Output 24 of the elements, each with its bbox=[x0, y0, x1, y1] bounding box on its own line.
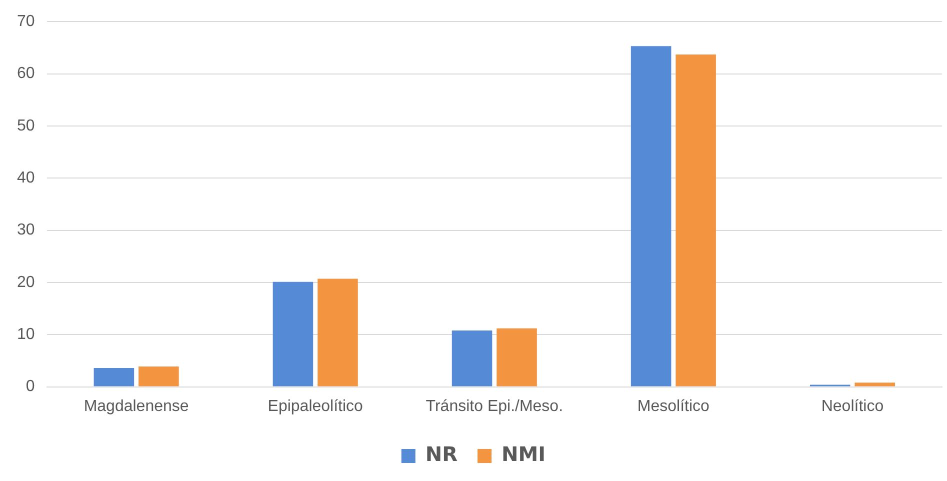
y-tick-label: 40 bbox=[17, 170, 35, 187]
bar bbox=[318, 278, 358, 386]
x-tick-label: Mesolítico bbox=[637, 398, 710, 415]
y-tick-label: 30 bbox=[17, 222, 35, 239]
y-tick-label: 70 bbox=[17, 13, 35, 30]
y-tick-label: 60 bbox=[17, 65, 35, 82]
y-tick-label: 0 bbox=[26, 378, 35, 396]
x-tick-label: Magdalenense bbox=[84, 398, 189, 415]
bar bbox=[676, 54, 716, 386]
bar bbox=[452, 330, 492, 386]
y-tick-label: 10 bbox=[17, 326, 35, 344]
bar bbox=[94, 368, 134, 386]
bar bbox=[630, 46, 672, 386]
legend-label: NR bbox=[425, 442, 458, 466]
bar bbox=[138, 366, 179, 386]
x-tick-label: Neolítico bbox=[821, 398, 884, 415]
y-tick-label: 50 bbox=[17, 117, 35, 134]
legend-label: NMI bbox=[502, 442, 546, 466]
bar bbox=[272, 282, 314, 386]
bar bbox=[854, 382, 895, 386]
x-tick-label: Tránsito Epi./Meso. bbox=[426, 398, 564, 415]
y-tick-label: 20 bbox=[17, 274, 35, 291]
bar bbox=[496, 328, 537, 386]
x-tick-label: Epipaleolítico bbox=[268, 398, 364, 415]
